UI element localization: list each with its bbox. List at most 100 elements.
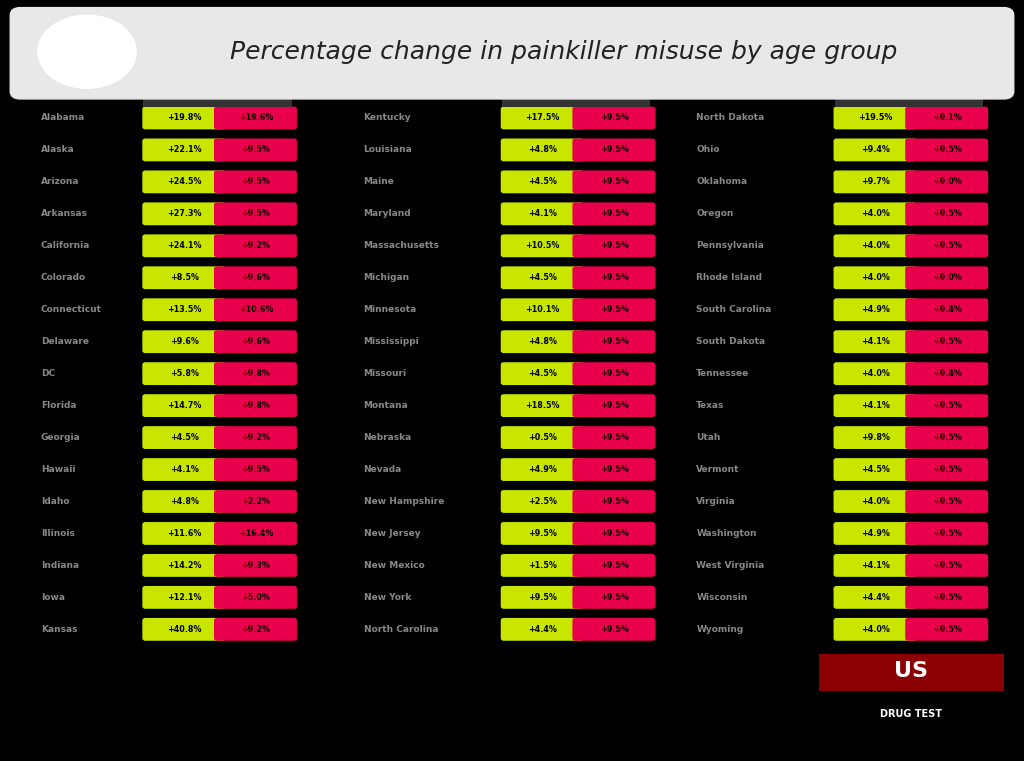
Text: +9.5%: +9.5% <box>933 593 962 602</box>
Text: Maryland: Maryland <box>364 209 412 218</box>
Text: +4.0%: +4.0% <box>861 625 890 634</box>
Text: Arizona: Arizona <box>41 177 80 186</box>
Text: Washington: Washington <box>696 529 757 538</box>
Text: +9.5%: +9.5% <box>600 465 629 474</box>
Text: +9.5%: +9.5% <box>600 497 629 506</box>
Text: South Carolina: South Carolina <box>696 305 772 314</box>
Text: Delaware: Delaware <box>41 337 89 346</box>
Text: +9.2%: +9.2% <box>242 433 270 442</box>
Text: +9.4%: +9.4% <box>933 369 962 378</box>
Text: +9.8%: +9.8% <box>242 401 270 410</box>
Text: +9.5%: +9.5% <box>242 177 270 186</box>
Text: +4.0%: +4.0% <box>861 273 890 282</box>
Text: US: US <box>894 661 929 681</box>
Text: +4.5%: +4.5% <box>528 369 557 378</box>
Text: +9.8%: +9.8% <box>242 369 270 378</box>
Text: +14.7%: +14.7% <box>167 401 202 410</box>
Text: +9.0%: +9.0% <box>933 177 962 186</box>
Text: Louisiana: Louisiana <box>364 145 413 154</box>
FancyBboxPatch shape <box>819 654 1004 691</box>
Text: +9.6%: +9.6% <box>170 337 199 346</box>
Text: +24.5%: +24.5% <box>167 177 202 186</box>
Text: +18.5%: +18.5% <box>525 401 560 410</box>
Text: Connecticut: Connecticut <box>41 305 102 314</box>
Text: Virginia: Virginia <box>696 497 736 506</box>
Text: Florida: Florida <box>41 401 77 410</box>
Text: +9.1%: +9.1% <box>933 113 962 123</box>
Text: +9.5%: +9.5% <box>933 241 962 250</box>
Text: +9.5%: +9.5% <box>933 337 962 346</box>
Text: +11.6%: +11.6% <box>167 529 202 538</box>
Text: Ohio: Ohio <box>696 145 720 154</box>
Text: +9.5%: +9.5% <box>242 465 270 474</box>
Text: +14.2%: +14.2% <box>167 561 202 570</box>
Text: +4.9%: +4.9% <box>528 465 557 474</box>
Text: +9.5%: +9.5% <box>600 113 629 123</box>
Text: Alaska: Alaska <box>41 145 75 154</box>
Text: +4.5%: +4.5% <box>170 433 199 442</box>
Text: +10.5%: +10.5% <box>525 241 560 250</box>
Text: Minnesota: Minnesota <box>364 305 417 314</box>
Text: +9.5%: +9.5% <box>528 593 557 602</box>
Text: +9.5%: +9.5% <box>600 177 629 186</box>
Text: +4.8%: +4.8% <box>528 337 557 346</box>
Text: Arkansas: Arkansas <box>41 209 88 218</box>
Text: +9.2%: +9.2% <box>242 625 270 634</box>
Text: North Dakota: North Dakota <box>696 113 765 123</box>
Text: +4.1%: +4.1% <box>170 465 199 474</box>
Text: +9.5%: +9.5% <box>933 497 962 506</box>
Text: Iowa: Iowa <box>41 593 65 602</box>
Text: +24.1%: +24.1% <box>167 241 202 250</box>
Text: +19.8%: +19.8% <box>167 113 202 123</box>
Text: Alabama: Alabama <box>41 113 85 123</box>
Text: +9.0%: +9.0% <box>933 273 962 282</box>
Text: +13.5%: +13.5% <box>167 305 202 314</box>
Text: +4.8%: +4.8% <box>528 145 557 154</box>
Text: +4.0%: +4.0% <box>861 209 890 218</box>
Text: Vermont: Vermont <box>696 465 739 474</box>
Text: +9.7%: +9.7% <box>861 177 890 186</box>
Text: +17.5%: +17.5% <box>525 113 560 123</box>
Text: +9.4%: +9.4% <box>933 305 962 314</box>
Text: Massachusetts: Massachusetts <box>364 241 439 250</box>
Text: Michigan: Michigan <box>364 273 410 282</box>
Text: DC: DC <box>41 369 55 378</box>
Text: +9.5%: +9.5% <box>600 561 629 570</box>
Text: +9.5%: +9.5% <box>933 625 962 634</box>
Text: +9.5%: +9.5% <box>528 529 557 538</box>
Polygon shape <box>99 18 129 84</box>
Text: +9.5%: +9.5% <box>600 401 629 410</box>
Text: Texas: Texas <box>696 401 725 410</box>
Text: +4.1%: +4.1% <box>528 209 557 218</box>
Text: +9.5%: +9.5% <box>600 337 629 346</box>
Text: +9.5%: +9.5% <box>933 209 962 218</box>
Text: +4.1%: +4.1% <box>861 561 890 570</box>
Text: +4.1%: +4.1% <box>861 401 890 410</box>
Text: +19.6%: +19.6% <box>239 113 273 123</box>
Text: +10.1%: +10.1% <box>525 305 560 314</box>
Text: +4.4%: +4.4% <box>861 593 890 602</box>
Text: +4.4%: +4.4% <box>528 625 557 634</box>
Text: +9.5%: +9.5% <box>242 209 270 218</box>
Text: New Jersey: New Jersey <box>364 529 420 538</box>
Text: North Carolina: North Carolina <box>364 625 438 634</box>
Text: Wyoming: Wyoming <box>696 625 743 634</box>
Text: +9.4%: +9.4% <box>861 145 890 154</box>
Text: +9.5%: +9.5% <box>933 561 962 570</box>
Text: Hawaii: Hawaii <box>41 465 76 474</box>
Text: West Virginia: West Virginia <box>696 561 765 570</box>
Text: +12.1%: +12.1% <box>167 593 202 602</box>
Text: +4.0%: +4.0% <box>861 497 890 506</box>
Text: Kentucky: Kentucky <box>364 113 412 123</box>
Text: +9.5%: +9.5% <box>600 625 629 634</box>
Text: +2.2%: +2.2% <box>242 497 270 506</box>
Text: +16.4%: +16.4% <box>239 529 273 538</box>
Text: Colorado: Colorado <box>41 273 86 282</box>
Text: +10.6%: +10.6% <box>239 305 273 314</box>
Text: +9.5%: +9.5% <box>600 145 629 154</box>
Text: +9.5%: +9.5% <box>242 145 270 154</box>
Text: +9.8%: +9.8% <box>861 433 890 442</box>
Text: +9.6%: +9.6% <box>242 273 270 282</box>
Text: Missouri: Missouri <box>364 369 407 378</box>
Text: Idaho: Idaho <box>41 497 70 506</box>
